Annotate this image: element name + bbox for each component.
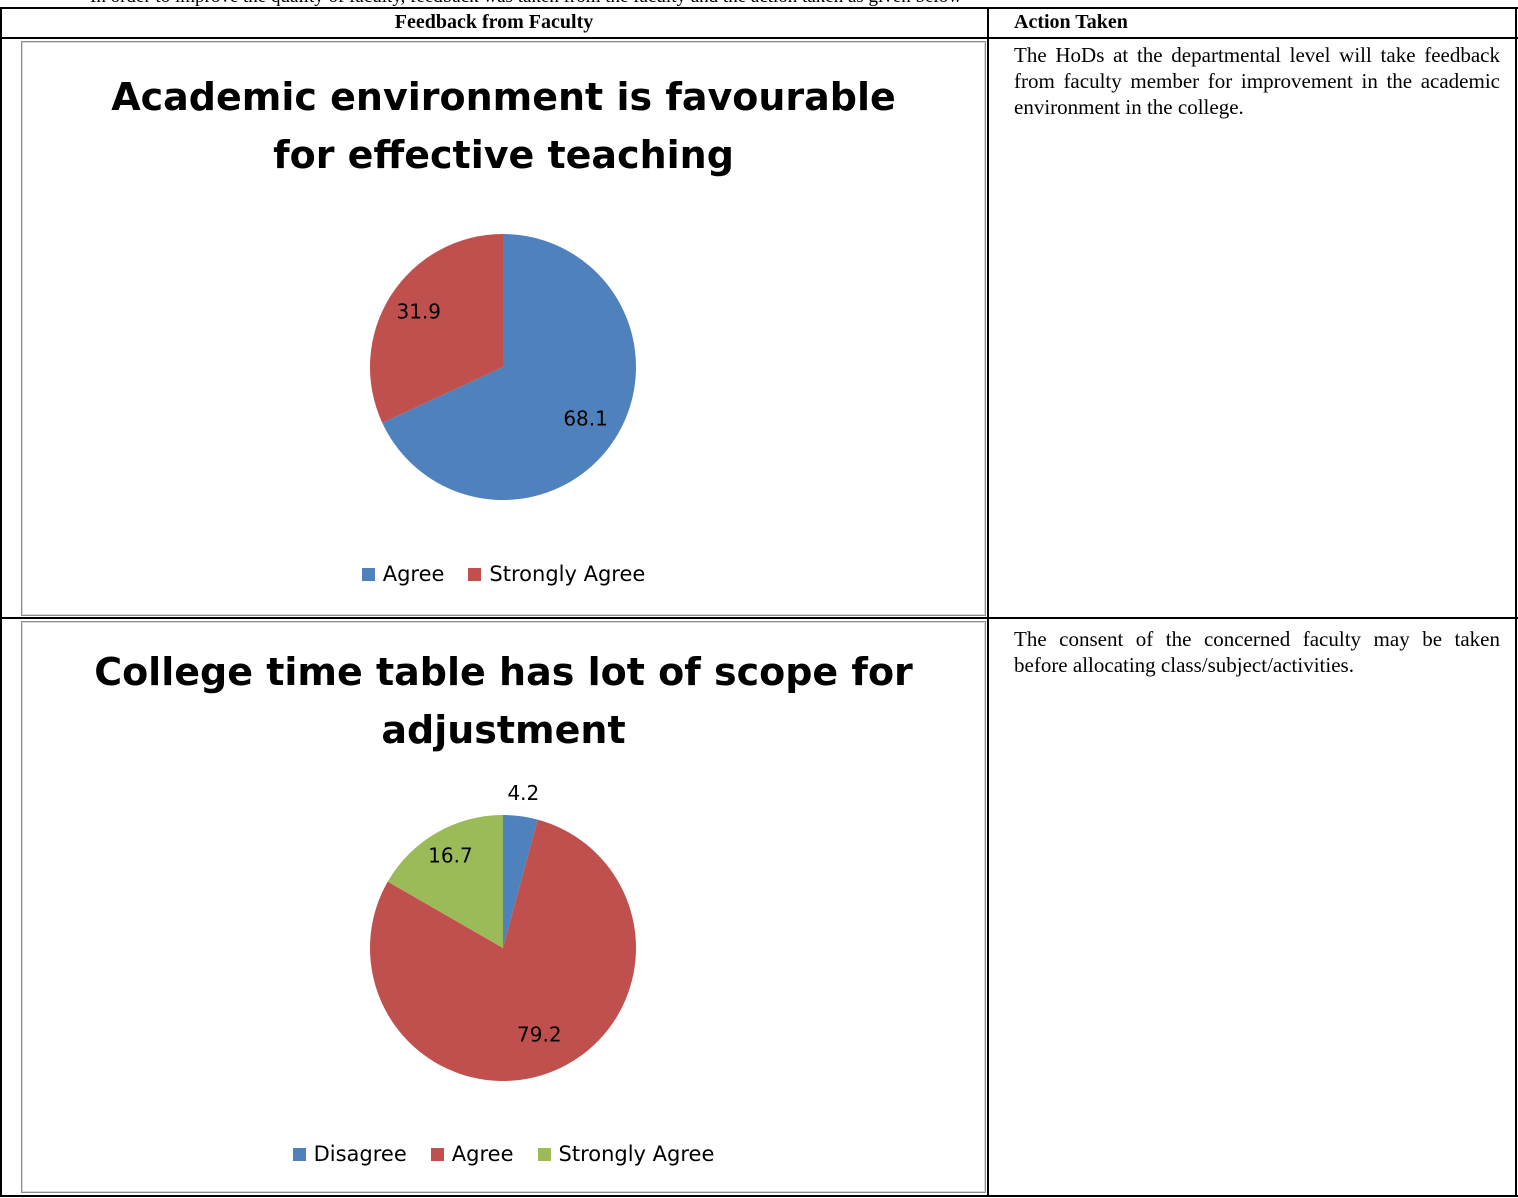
legend-item-disagree: Disagree [292,1142,407,1166]
pie-slice-strongly-agree [369,234,503,423]
pie-slice-disagree [503,815,538,948]
legend-swatch-strongly-agree [468,567,482,581]
pie-slice-strongly-agree [387,815,503,948]
pie-chart-svg: 68.1 31.9 [369,234,636,500]
chart-title-line-2: adjustment [381,708,626,752]
legend-item-strongly-agree: Strongly Agree [537,1142,715,1166]
legend-label: Agree [451,1142,514,1166]
legend-item-strongly-agree: Strongly Agree [468,562,645,586]
data-label-strongly-agree: 31.9 [396,300,441,324]
table-right-border [1515,7,1517,1197]
legend-item-agree: Agree [430,1142,514,1166]
clipped-intro-text: In order to improve the quality of facul… [0,0,1518,8]
intro-text: In order to improve the quality of facul… [90,0,962,8]
table-top-border [0,7,1518,9]
header-action-taken: Action Taken [1014,11,1128,33]
chart-title-line-2: for effective teaching [273,133,734,177]
legend-label: Agree [382,562,445,586]
chart-title: Academic environment is favourable for e… [22,68,985,184]
chart-title-line-1: College time table has lot of scope for [94,650,913,694]
legend-label: Disagree [313,1142,407,1166]
legend-label: Strongly Agree [558,1142,715,1166]
data-label-disagree: 4.2 [507,781,539,805]
legend-item-agree: Agree [361,562,445,586]
pie-slice-agree [382,234,636,500]
chart-academic-environment: Academic environment is favourable for e… [21,41,986,616]
data-label-strongly-agree: 16.7 [428,844,473,868]
data-label-agree: 79.2 [517,1022,562,1046]
table-column-divider [987,7,989,1197]
legend-swatch-strongly-agree [537,1147,551,1161]
chart-time-table-scope: College time table has lot of scope for … [21,621,986,1193]
legend-swatch-disagree [292,1147,306,1161]
table-row-divider [0,617,1518,619]
chart-title: College time table has lot of scope for … [22,643,985,759]
table-header-divider [0,37,1518,39]
pie-slice-agree [370,819,636,1081]
pie-chart-svg: 4.2 79.2 16.7 [370,781,636,1081]
chart-legend: Agree Strongly Agree [22,562,985,586]
table-left-border [0,7,2,1197]
action-text-row-1: The HoDs at the departmental level will … [1014,43,1500,119]
legend-label: Strongly Agree [489,562,646,586]
chart-title-line-1: Academic environment is favourable [111,75,896,119]
action-text-row-2: The consent of the concerned faculty may… [1014,627,1500,677]
legend-swatch-agree [430,1147,444,1161]
header-feedback-from-faculty: Feedback from Faculty [394,11,594,33]
data-label-agree: 68.1 [563,406,608,430]
legend-swatch-agree [361,567,375,581]
chart-legend: Disagree Agree Strongly Agree [22,1142,985,1166]
table-bottom-border [0,1195,1518,1197]
